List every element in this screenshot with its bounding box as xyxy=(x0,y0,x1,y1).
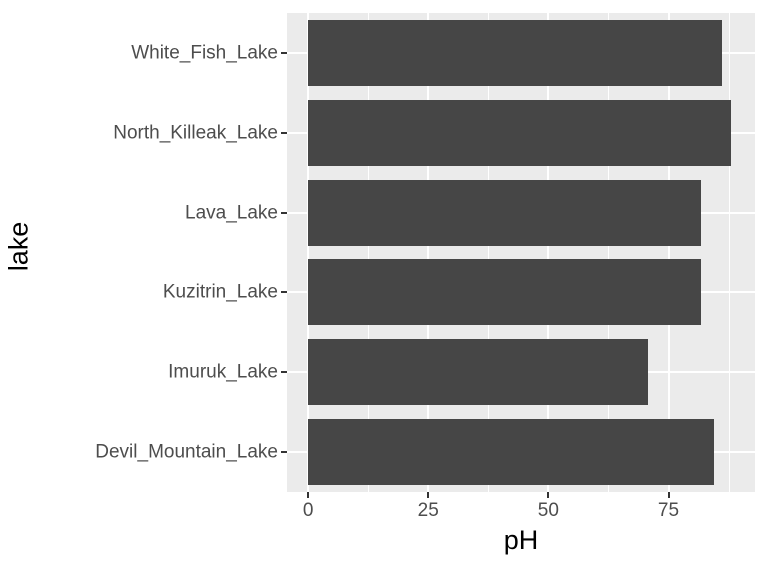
y-axis-tick-mark xyxy=(281,291,287,294)
gridline-major-vertical xyxy=(667,13,670,492)
gridline-major-vertical xyxy=(547,13,550,492)
y-axis-tick-mark xyxy=(281,131,287,134)
y-axis-title: lake xyxy=(4,0,34,492)
y-axis-tick-label: Kuzitrin_Lake xyxy=(162,281,278,303)
x-axis-tick-marks xyxy=(287,492,755,500)
y-axis-title-text: lake xyxy=(3,221,34,271)
gridline-major-vertical xyxy=(427,13,430,492)
x-axis-tick-label: 0 xyxy=(302,500,314,521)
gridline-minor-vertical xyxy=(488,13,490,492)
bar xyxy=(308,339,648,406)
x-axis-tick-mark xyxy=(547,492,550,498)
y-axis-tick-label: Lava_Lake xyxy=(185,202,278,224)
x-axis-title: pH xyxy=(503,525,539,555)
bar xyxy=(308,419,715,485)
x-axis-tick-label: 25 xyxy=(417,500,439,521)
gridline-minor-vertical xyxy=(608,13,610,492)
gridline-minor-vertical xyxy=(728,13,730,492)
y-axis-tick-labels: Devil_Mountain_Lake Imuruk_Lake Kuzitrin_L… xyxy=(34,13,278,492)
y-axis-tick-mark xyxy=(281,51,287,54)
y-axis-tick-mark xyxy=(281,371,287,374)
y-axis-tick-label: Imuruk_Lake xyxy=(168,361,278,383)
bar xyxy=(308,179,701,246)
x-axis-tick-label: 50 xyxy=(537,500,559,521)
x-axis-tick-label: 75 xyxy=(657,500,680,521)
x-axis-tick-mark xyxy=(307,492,310,498)
x-axis-tick-mark xyxy=(427,492,430,498)
y-axis-tick-label: North_Killeak_Lake xyxy=(113,122,278,144)
y-axis-tick-label: Devil_Mountain_Lake xyxy=(95,441,278,463)
plot-panel xyxy=(287,13,755,492)
y-axis-tick-marks xyxy=(275,13,287,492)
y-axis-tick-mark xyxy=(281,211,287,214)
gridline-minor-vertical xyxy=(368,13,370,492)
bar xyxy=(308,99,731,166)
y-axis-tick-label: White_Fish_Lake xyxy=(131,42,278,64)
y-axis-tick-mark xyxy=(281,451,287,454)
x-axis-tick-labels: 0 25 50 75 xyxy=(287,501,755,527)
x-axis-tick-mark xyxy=(667,492,670,498)
bar xyxy=(308,259,701,326)
bar xyxy=(308,19,722,86)
gridline-major-vertical xyxy=(307,13,310,492)
